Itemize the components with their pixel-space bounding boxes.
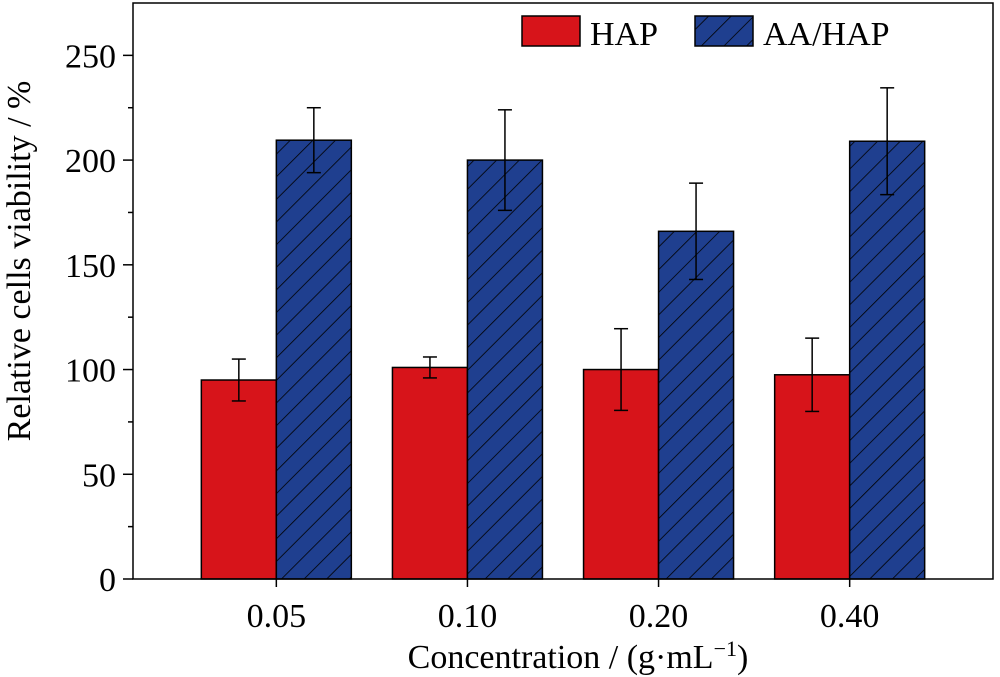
error-bars [231,87,895,413]
bar-aa-hap-0.10 [466,159,544,580]
x-axis-title-main: Concentration / (g·mL [408,639,714,676]
legend-swatch-hap [521,15,581,47]
x-axis-title-suffix: ) [737,639,748,676]
y-tick-label: 0 [99,562,116,599]
legend-swatch-aa-hap [694,15,754,47]
bar-aa-hap-0.05 [275,139,353,580]
bar-aa-hap-0.20 [657,230,735,580]
x-tick-label: 0.40 [820,598,880,635]
legend-label-aa-hap: AA/HAP [763,16,890,53]
y-tick-label: 100 [65,353,116,390]
bars [200,139,926,580]
x-axis-title-superscript: −1 [714,636,737,661]
x-tick-label: 0.05 [247,598,307,635]
x-tick-label: 0.20 [629,598,689,635]
y-tick-label: 50 [82,457,116,494]
bar-hap-0.10 [391,366,469,580]
plot-frame [132,2,994,580]
bar-aa-hap-0.40 [848,140,926,580]
y-tick-label: 250 [65,38,116,75]
y-tick-label: 150 [65,248,116,285]
axis-ticks: 0 50 100 150 200 250 0.05 0.10 0.20 0.40 [65,38,879,635]
bar-hap-0.05 [200,379,278,580]
legend: HAP AA/HAP [521,15,890,53]
x-axis-title: Concentration / (g·mL−1) [408,636,749,677]
x-tick-label: 0.10 [438,598,498,635]
y-tick-label: 200 [65,143,116,180]
y-axis-title: Relative cells viability / % [1,81,38,442]
legend-label-hap: HAP [590,16,658,53]
